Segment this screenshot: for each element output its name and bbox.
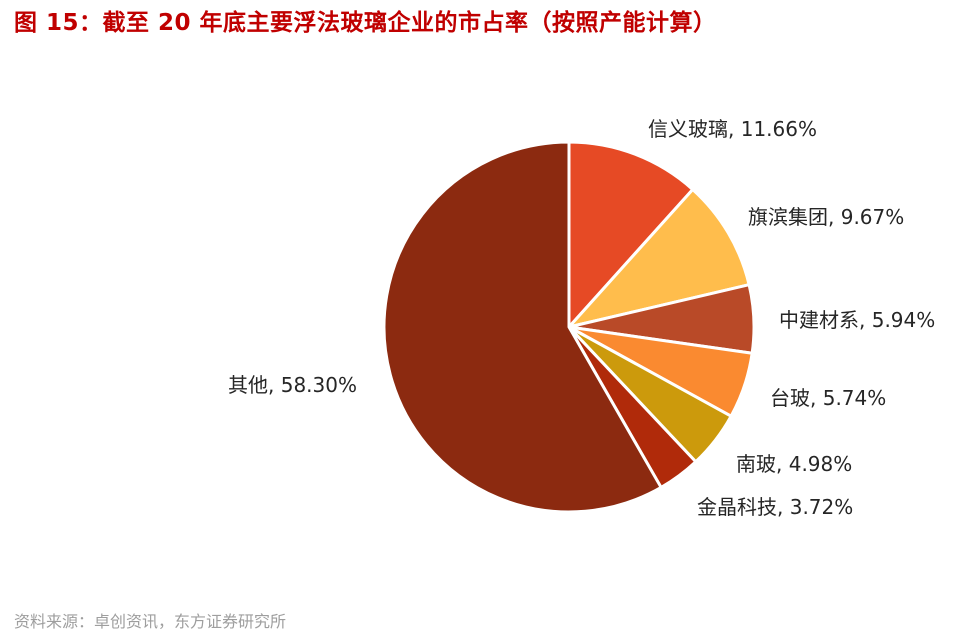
pie-slice-label-1: 信义玻璃, 11.66%: [648, 117, 817, 141]
pie-slice-1: [567, 140, 695, 329]
pie-slice-label-5: 南玻, 4.98%: [736, 452, 852, 476]
pie-slice-label-2: 旗滨集团, 9.67%: [748, 205, 904, 229]
pie-slices: [382, 140, 756, 514]
pie-slice-2: [567, 187, 751, 329]
pie-slice-7: [382, 140, 663, 514]
pie-slice-label-4: 台玻, 5.74%: [770, 386, 886, 410]
pie-slice-label-3: 中建材系, 5.94%: [779, 308, 935, 332]
pie-slice-label-7: 其他, 58.30%: [228, 373, 357, 397]
pie-slice-label-6: 金晶科技, 3.72%: [697, 495, 853, 519]
chart-title: 图 15：截至 20 年底主要浮法玻璃企业的市占率（按照产能计算）: [14, 10, 717, 36]
source-note: 资料来源：卓创资讯，东方证券研究所: [14, 612, 287, 631]
pie-labels: 信义玻璃, 11.66% 旗滨集团, 9.67% 中建材系, 5.94% 台玻, 5.…: [228, 117, 935, 519]
